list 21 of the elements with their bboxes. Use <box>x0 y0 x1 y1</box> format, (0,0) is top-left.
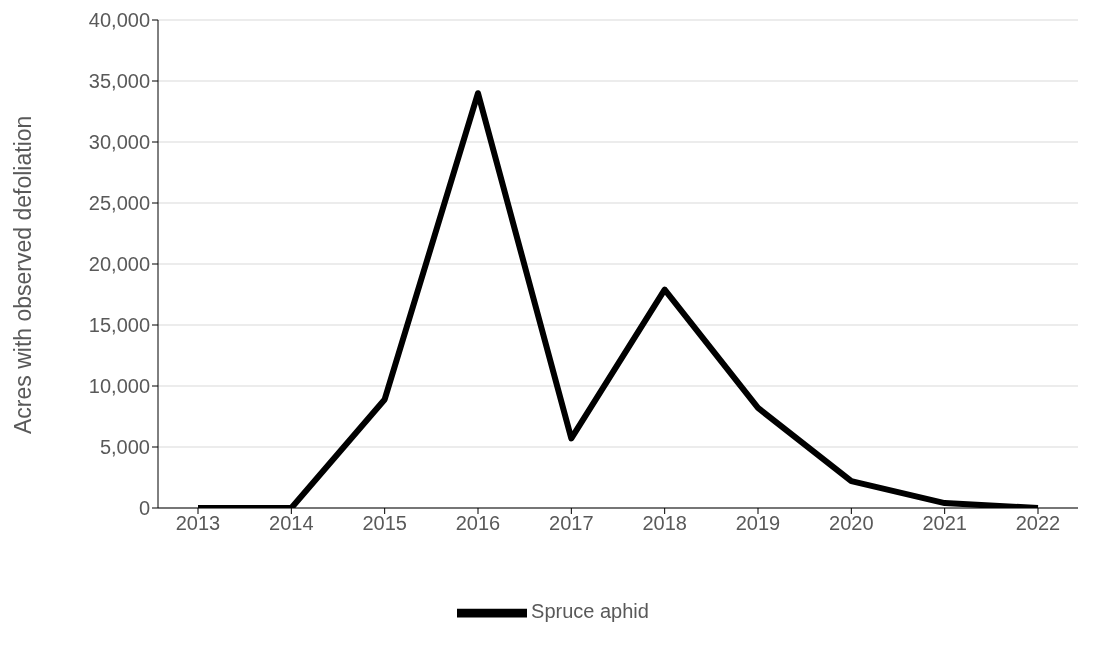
x-tick-label: 2016 <box>455 512 501 535</box>
y-tick-label: 20,000 <box>88 253 150 276</box>
y-axis-title: Acres with observed defoliation <box>10 115 37 434</box>
x-tick-label: 2019 <box>735 512 781 535</box>
x-tick-label: 2021 <box>922 512 967 535</box>
x-tick-label: 2014 <box>269 512 314 535</box>
x-tick-label: 2015 <box>362 512 407 535</box>
x-tick-label: 2022 <box>1015 512 1061 535</box>
x-tick-label: 2018 <box>642 512 687 535</box>
y-tick-label: 35,000 <box>88 70 150 93</box>
y-tick-label: 30,000 <box>88 131 150 154</box>
x-tick-label: 2020 <box>829 512 874 535</box>
y-tick-label: 25,000 <box>88 192 150 215</box>
legend-label: Spruce aphid <box>531 600 649 623</box>
y-tick-label: 40,000 <box>88 9 150 32</box>
y-tick-label: 0 <box>138 497 150 520</box>
x-tick-label: 2013 <box>175 512 221 535</box>
x-tick-label: 2017 <box>549 512 594 535</box>
y-tick-label: 10,000 <box>88 375 150 398</box>
y-tick-label: 5,000 <box>99 436 150 459</box>
y-tick-label: 15,000 <box>88 314 150 337</box>
